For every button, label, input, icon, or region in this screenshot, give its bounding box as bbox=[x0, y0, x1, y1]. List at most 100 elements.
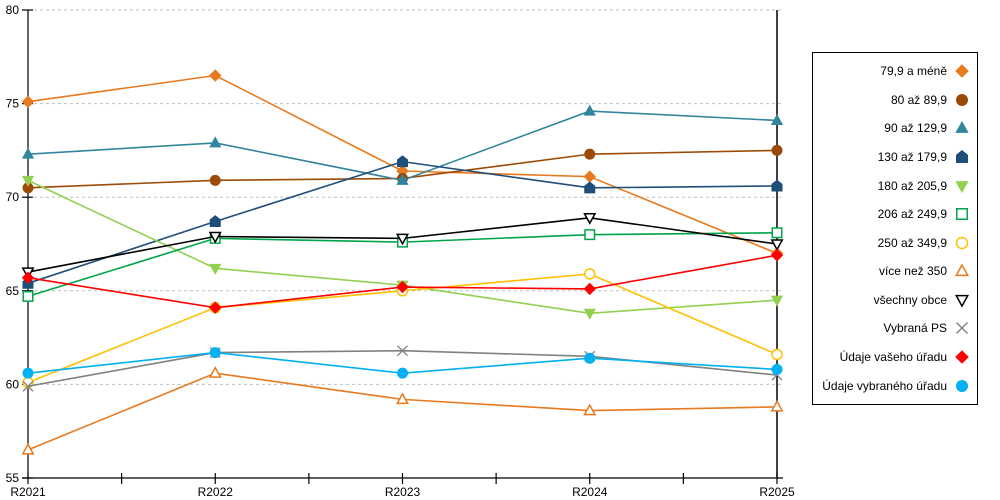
legend-label: Údaje vašeho úřadu bbox=[839, 350, 947, 365]
legend-label: 180 až 205,9 bbox=[877, 178, 947, 193]
triangle-up-marker-icon bbox=[208, 366, 222, 378]
legend-item: Vybraná PS bbox=[813, 320, 977, 336]
triangle-up-marker-icon bbox=[395, 392, 410, 405]
diamond-marker-icon bbox=[396, 280, 409, 294]
legend-triangle-up-icon bbox=[955, 121, 969, 134]
x-tick-label: R2023 bbox=[385, 485, 421, 499]
circle-marker-icon bbox=[771, 348, 783, 361]
diamond-marker-icon bbox=[770, 249, 784, 262]
triangle-down-marker-icon bbox=[955, 180, 969, 193]
pentagon-marker-icon bbox=[209, 215, 221, 228]
x-tick-label: R2024 bbox=[572, 485, 608, 499]
legend-item: Údaje vašeho úřadu bbox=[813, 349, 977, 365]
circle-marker-icon bbox=[956, 379, 968, 392]
legend-label: 79,9 a méně bbox=[880, 64, 947, 79]
series-v-ce-ne-350 bbox=[21, 366, 784, 455]
legend-label: 90 až 129,9 bbox=[884, 121, 947, 136]
circle-marker-icon bbox=[955, 236, 969, 249]
legend-item: 250 až 349,9 bbox=[813, 235, 977, 251]
pentagon-marker-icon bbox=[397, 155, 408, 168]
triangle-up-marker-icon bbox=[955, 121, 969, 134]
legend-label: všechny obce bbox=[873, 292, 947, 307]
square-marker-icon bbox=[771, 227, 783, 239]
circle-marker-icon bbox=[584, 268, 596, 280]
x-tick-label: R2022 bbox=[198, 485, 234, 499]
circle-marker-icon bbox=[397, 367, 408, 379]
triangle-down-marker-icon bbox=[954, 294, 970, 308]
triangle-up-marker-icon bbox=[770, 399, 784, 412]
legend-item: 90 až 129,9 bbox=[813, 120, 977, 136]
circle-marker-icon bbox=[584, 352, 596, 364]
legend-triangle-down-icon bbox=[954, 294, 970, 308]
legend-diamond-icon bbox=[955, 64, 969, 79]
series-v-echny-obce bbox=[21, 213, 784, 280]
diamond-marker-icon bbox=[583, 170, 596, 183]
triangle-up-marker-icon bbox=[954, 263, 970, 277]
legend-item: 79,9 a méně bbox=[813, 63, 977, 79]
legend-item: všechny obce bbox=[813, 292, 977, 308]
legend-label: 250 až 349,9 bbox=[877, 235, 947, 250]
triangle-up-marker-icon bbox=[21, 147, 35, 159]
triangle-down-marker-icon bbox=[770, 239, 784, 252]
legend-label: 80 až 89,9 bbox=[890, 92, 947, 107]
triangle-up-marker-icon bbox=[583, 403, 597, 416]
pentagon-marker-icon bbox=[771, 179, 783, 192]
legend-triangle-down-icon bbox=[955, 180, 969, 193]
circle-marker-icon bbox=[584, 148, 596, 160]
legend-label: Údaje vybraného úřadu bbox=[822, 378, 947, 393]
legend-item: 180 až 205,9 bbox=[813, 178, 977, 194]
triangle-up-marker-icon bbox=[396, 173, 409, 185]
triangle-down-marker-icon bbox=[583, 213, 597, 225]
legend-item: 206 až 249,9 bbox=[813, 206, 977, 222]
diamond-marker-icon bbox=[209, 69, 222, 82]
triangle-down-marker-icon bbox=[21, 175, 35, 187]
legend-item: Údaje vybraného úřadu bbox=[813, 378, 977, 394]
legend-item: více než 350 bbox=[813, 263, 977, 279]
x-tick-label: R2021 bbox=[10, 485, 46, 499]
circle-marker-icon bbox=[956, 93, 968, 106]
pentagon-marker-icon bbox=[956, 150, 968, 164]
legend-circle-icon bbox=[956, 93, 968, 106]
legend-label: více než 350 bbox=[878, 264, 947, 279]
y-tick-label: 75 bbox=[6, 97, 20, 111]
diamond-marker-icon bbox=[21, 271, 35, 284]
triangle-up-marker-icon bbox=[209, 136, 222, 148]
legend-item: 130 až 179,9 bbox=[813, 149, 977, 165]
x-marker-icon bbox=[956, 322, 968, 335]
triangle-down-marker-icon bbox=[209, 263, 222, 275]
x-marker-icon bbox=[397, 345, 408, 357]
square-marker-icon bbox=[584, 229, 596, 241]
x-marker-icon bbox=[22, 380, 34, 392]
triangle-up-marker-icon bbox=[21, 442, 35, 455]
y-tick-label: 60 bbox=[6, 377, 20, 391]
circle-marker-icon bbox=[22, 367, 34, 379]
y-tick-label: 70 bbox=[6, 190, 20, 204]
triangle-down-marker-icon bbox=[395, 233, 410, 246]
triangle-down-marker-icon bbox=[770, 295, 784, 307]
triangle-up-marker-icon bbox=[583, 104, 596, 116]
triangle-down-marker-icon bbox=[208, 231, 222, 244]
diamond-marker-icon bbox=[955, 350, 969, 364]
x-tick-label: R2025 bbox=[759, 485, 795, 499]
legend-circle-icon bbox=[955, 236, 969, 249]
diamond-marker-icon bbox=[21, 95, 35, 108]
diamond-marker-icon bbox=[583, 282, 596, 296]
circle-marker-icon bbox=[771, 144, 783, 156]
circle-marker-icon bbox=[771, 363, 783, 375]
legend-label: Vybraná PS bbox=[883, 321, 947, 336]
circle-marker-icon bbox=[209, 174, 221, 186]
triangle-down-marker-icon bbox=[583, 308, 596, 320]
legend-pentagon-icon bbox=[956, 150, 968, 164]
y-tick-label: 65 bbox=[6, 284, 20, 298]
series-90-a-129-9 bbox=[21, 104, 784, 185]
chart-legend: 79,9 a méně 80 až 89,9 90 až 129,9 130 až 1… bbox=[812, 52, 978, 405]
legend-circle-icon bbox=[956, 379, 968, 392]
circle-marker-icon bbox=[209, 347, 221, 359]
pentagon-marker-icon bbox=[584, 181, 596, 194]
legend-item: 80 až 89,9 bbox=[813, 92, 977, 108]
y-tick-label: 55 bbox=[6, 471, 20, 485]
legend-square-icon bbox=[956, 208, 968, 221]
legend-label: 206 až 249,9 bbox=[877, 207, 947, 222]
